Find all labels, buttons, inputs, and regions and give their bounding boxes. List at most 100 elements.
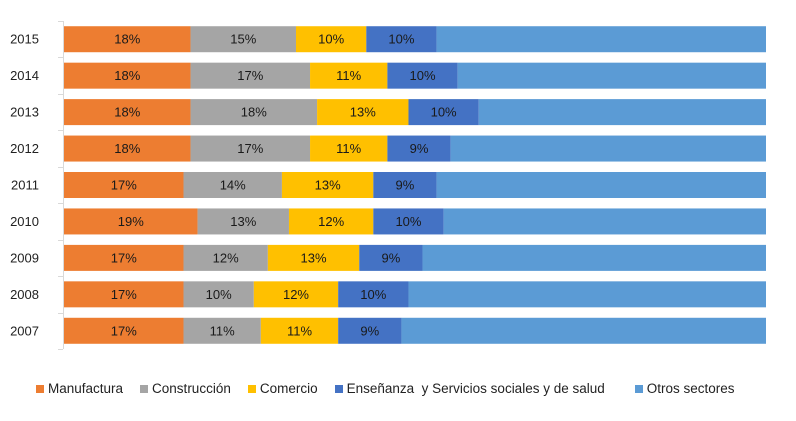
data-label: 18% — [114, 68, 140, 83]
data-label: 10% — [318, 32, 344, 47]
data-label: 17% — [111, 178, 137, 193]
legend: Manufactura Construcción Comercio Enseñanza… — [36, 381, 752, 396]
data-label: 17% — [111, 250, 137, 265]
bar-segment — [64, 208, 198, 235]
data-label: 19% — [118, 214, 144, 229]
data-label: 11% — [287, 323, 312, 338]
bar-segment — [317, 99, 409, 126]
bar-segment — [64, 281, 184, 308]
y-tick-label: 2014 — [10, 68, 39, 83]
data-label: 10% — [206, 287, 232, 302]
data-label: 11% — [336, 141, 361, 156]
data-label: 17% — [237, 68, 263, 83]
data-label: 15% — [230, 32, 256, 47]
data-label: 18% — [114, 105, 140, 120]
data-label: 9% — [396, 178, 415, 193]
y-axis: 2015 2014 2013 2012 2011 2010 2009 2008 2007 — [10, 21, 64, 350]
bar-segment — [387, 135, 451, 162]
bar-segment — [288, 208, 374, 235]
legend-label: Otros sectores — [646, 381, 735, 396]
data-label: 12% — [318, 214, 344, 229]
bar-segment — [401, 317, 766, 344]
data-label: 11% — [210, 323, 235, 338]
legend-label: Enseñanza y Servicios sociales y de salu… — [346, 381, 605, 396]
bar-segment — [183, 317, 261, 344]
bar-segment — [387, 62, 458, 89]
bar-segment — [478, 99, 766, 126]
bar-segment — [295, 26, 367, 53]
legend-label: Manufactura — [48, 381, 124, 396]
legend-item: Construcción — [140, 381, 231, 396]
bar-segment — [457, 62, 766, 89]
data-label: 13% — [315, 178, 341, 193]
bar-segment — [64, 135, 191, 162]
y-tick-label: 2007 — [10, 323, 39, 338]
legend-swatch — [140, 384, 149, 393]
legend-swatch — [334, 384, 343, 393]
bar-segment — [64, 244, 184, 271]
bar-segment — [310, 62, 388, 89]
bar-segment — [190, 62, 311, 89]
data-label: 11% — [336, 68, 361, 83]
bar-segment — [64, 26, 191, 53]
data-label: 9% — [360, 323, 379, 338]
bars-group: 18% 15% 10% 10% 18% 17% 11% 10% 18% 18% 13% 10% 18% 1… — [64, 26, 766, 344]
legend-label: Construcción — [152, 381, 231, 396]
y-tick-label: 2010 — [10, 214, 39, 229]
bar-segment — [267, 244, 360, 271]
bar-segment — [190, 99, 318, 126]
bar-segment — [422, 244, 766, 271]
legend-item: Comercio — [247, 381, 318, 396]
bar-segment — [310, 135, 388, 162]
bar-segment — [64, 172, 184, 198]
y-tick-label: 2012 — [10, 141, 39, 156]
bar-segment — [64, 99, 191, 126]
legend-item: Otros sectores — [634, 381, 735, 396]
stacked-bar-chart: 18% 15% 10% 10% 18% 17% 11% 10% 18% 18% 13% 10% 18% 1… — [10, 21, 766, 350]
bar-segment — [408, 281, 766, 308]
data-label: 12% — [283, 287, 309, 302]
bar-segment — [183, 172, 282, 198]
bar-segment — [338, 281, 409, 308]
bar-segment — [373, 208, 444, 235]
bar-segment — [373, 172, 437, 198]
data-label: 10% — [395, 214, 421, 229]
bar-segment — [338, 317, 402, 344]
data-label: 10% — [410, 68, 436, 83]
bar-segment — [359, 244, 423, 271]
data-label: 9% — [381, 250, 400, 265]
data-label: 13% — [350, 105, 376, 120]
data-label: 17% — [111, 287, 137, 302]
bar-segment — [281, 172, 374, 198]
bar-segment — [64, 62, 191, 89]
legend-item: Manufactura — [36, 381, 123, 396]
data-label: 18% — [241, 105, 267, 120]
bar-segment — [260, 317, 339, 344]
bar-segment — [450, 135, 766, 162]
bar-segment — [64, 317, 184, 344]
bar-segment — [443, 208, 766, 235]
y-tick-label: 2011 — [11, 178, 39, 193]
legend-swatch — [634, 384, 643, 393]
y-tick-label: 2015 — [10, 32, 39, 47]
data-label: 13% — [230, 214, 256, 229]
bar-segment — [436, 172, 766, 198]
y-tick-label: 2013 — [10, 105, 39, 120]
legend-swatch — [36, 384, 44, 393]
bar-segment — [408, 99, 479, 126]
data-label: 18% — [114, 141, 140, 156]
data-label: 13% — [301, 250, 327, 265]
y-tick-label: 2008 — [10, 287, 39, 302]
legend-swatch — [247, 384, 256, 393]
bar-segment — [183, 244, 268, 271]
bar-segment — [190, 26, 296, 53]
bar-segment — [436, 26, 766, 53]
bar-segment — [183, 281, 254, 308]
legend-item: Enseñanza y Servicios sociales y de salu… — [334, 381, 605, 396]
data-label: 17% — [111, 323, 137, 338]
bar-segment — [190, 135, 311, 162]
legend-label: Comercio — [259, 381, 318, 396]
data-label: 18% — [114, 32, 140, 47]
data-label: 17% — [237, 141, 263, 156]
bar-segment — [197, 208, 289, 235]
